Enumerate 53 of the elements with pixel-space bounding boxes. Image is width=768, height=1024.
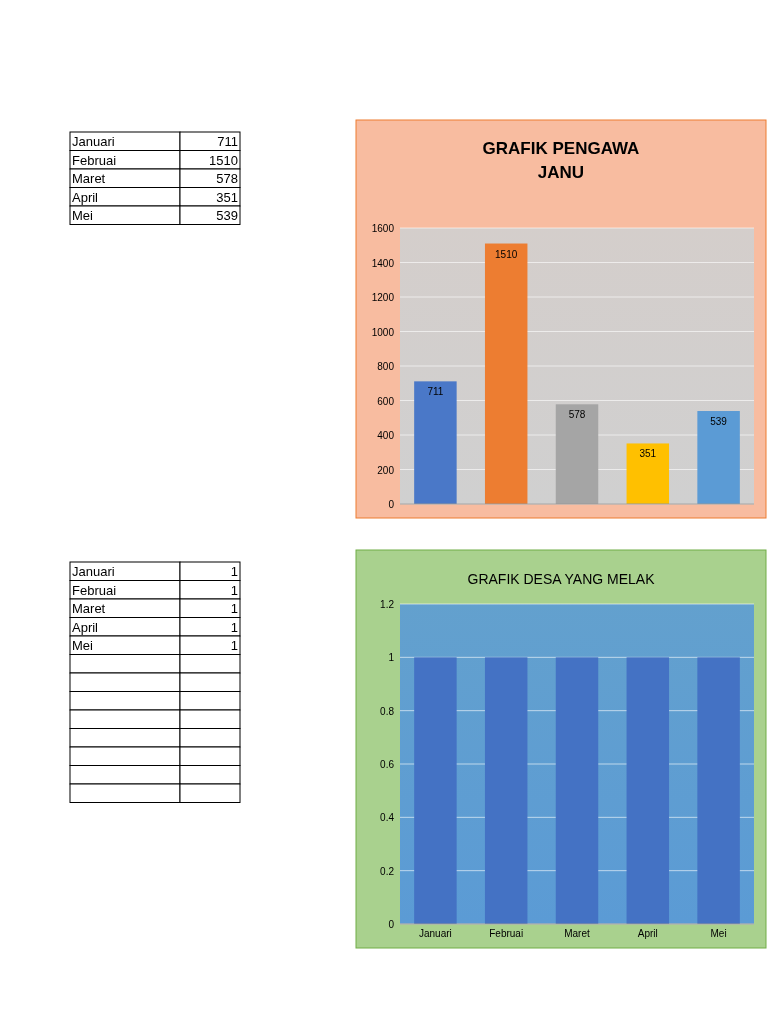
category-label: Januari [72, 564, 115, 579]
y-tick-label: 1000 [371, 326, 395, 338]
x-tick-label: Januari [418, 928, 452, 939]
category-label: Mei [72, 638, 94, 653]
y-tick-label: 1400 [371, 257, 395, 269]
category-label: April [72, 619, 99, 635]
bar [484, 243, 528, 504]
x-tick-label: April [637, 928, 658, 939]
y-tick-label: 0 [388, 499, 395, 510]
y-tick-label: 0.6 [380, 759, 395, 770]
y-tick-label: 800 [377, 361, 395, 372]
data-label: 351 [216, 189, 238, 205]
category-label: Januari [72, 134, 115, 149]
data-label: 351 [639, 448, 657, 460]
y-tick-label: 1.2 [380, 599, 395, 610]
y-tick-label: 1200 [371, 292, 395, 303]
x-tick-label: Februai [489, 928, 524, 939]
data-label: 539 [216, 208, 238, 223]
y-tick-label: 600 [377, 395, 395, 407]
x-tick-label: Maret [564, 928, 590, 939]
category-label: Februai [72, 582, 117, 598]
bar [697, 411, 740, 504]
y-tick-label: 200 [377, 464, 395, 476]
category-label: Maret [72, 171, 106, 186]
data-label: 1510 [209, 152, 238, 168]
y-tick-label: 0 [388, 919, 395, 930]
category-label: Februai [72, 152, 117, 168]
y-tick-label: 1 [388, 652, 395, 664]
data-label: 578 [568, 409, 586, 421]
bar [626, 443, 670, 504]
chart-title: GRAFIK DESA YANG MELAK [467, 571, 656, 587]
data-label: 539 [710, 416, 728, 428]
data-label: 711 [217, 134, 238, 149]
data-label: 1 [230, 582, 238, 598]
y-tick-label: 0.4 [380, 812, 395, 824]
data-label: 578 [216, 171, 238, 186]
data-label: 1 [230, 619, 238, 635]
data-label: 1 [230, 638, 238, 653]
chart-subtitle: JANU [537, 163, 585, 182]
data-label: 1 [230, 564, 238, 579]
y-tick-label: 0.2 [380, 865, 395, 877]
category-label: April [72, 189, 99, 205]
bar [414, 381, 457, 504]
y-tick-label: 400 [377, 430, 395, 441]
category-label: Maret [72, 601, 106, 616]
data-label: 1 [230, 601, 238, 616]
data-label: 1510 [495, 248, 518, 260]
chart-title: GRAFIK PENGAWA [482, 139, 640, 158]
category-label: Mei [72, 208, 94, 223]
x-tick-label: Mei [710, 928, 727, 939]
data-label: 711 [427, 386, 444, 398]
y-tick-label: 0.8 [380, 705, 395, 717]
y-tick-label: 1600 [371, 223, 395, 234]
